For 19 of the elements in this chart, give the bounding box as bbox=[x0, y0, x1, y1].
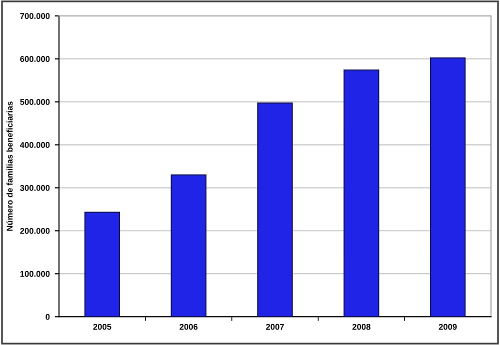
y-tick-label: 200.000 bbox=[20, 228, 50, 234]
x-tick-label: 2008 bbox=[352, 324, 370, 330]
bar bbox=[430, 57, 466, 317]
bar bbox=[170, 174, 206, 317]
y-tick-label: 600.000 bbox=[20, 56, 50, 62]
y-tick-label: 500.000 bbox=[20, 99, 50, 105]
bar bbox=[84, 212, 120, 317]
x-tick-label: 2005 bbox=[93, 324, 112, 330]
y-tick-label: 400.000 bbox=[20, 142, 50, 148]
x-tick-label: 2009 bbox=[438, 324, 457, 330]
y-tick-label: 700.000 bbox=[20, 13, 50, 19]
bar bbox=[257, 102, 293, 317]
x-tick-label: 2006 bbox=[180, 324, 198, 330]
y-tick-label: 300.000 bbox=[20, 184, 50, 191]
y-tick-label: 100.000 bbox=[20, 270, 50, 277]
bar bbox=[344, 69, 380, 317]
y-axis-title: Número de familias beneficiarias bbox=[6, 102, 13, 231]
y-tick-label: 0 bbox=[46, 314, 50, 320]
x-tick-label: 2007 bbox=[266, 324, 284, 330]
